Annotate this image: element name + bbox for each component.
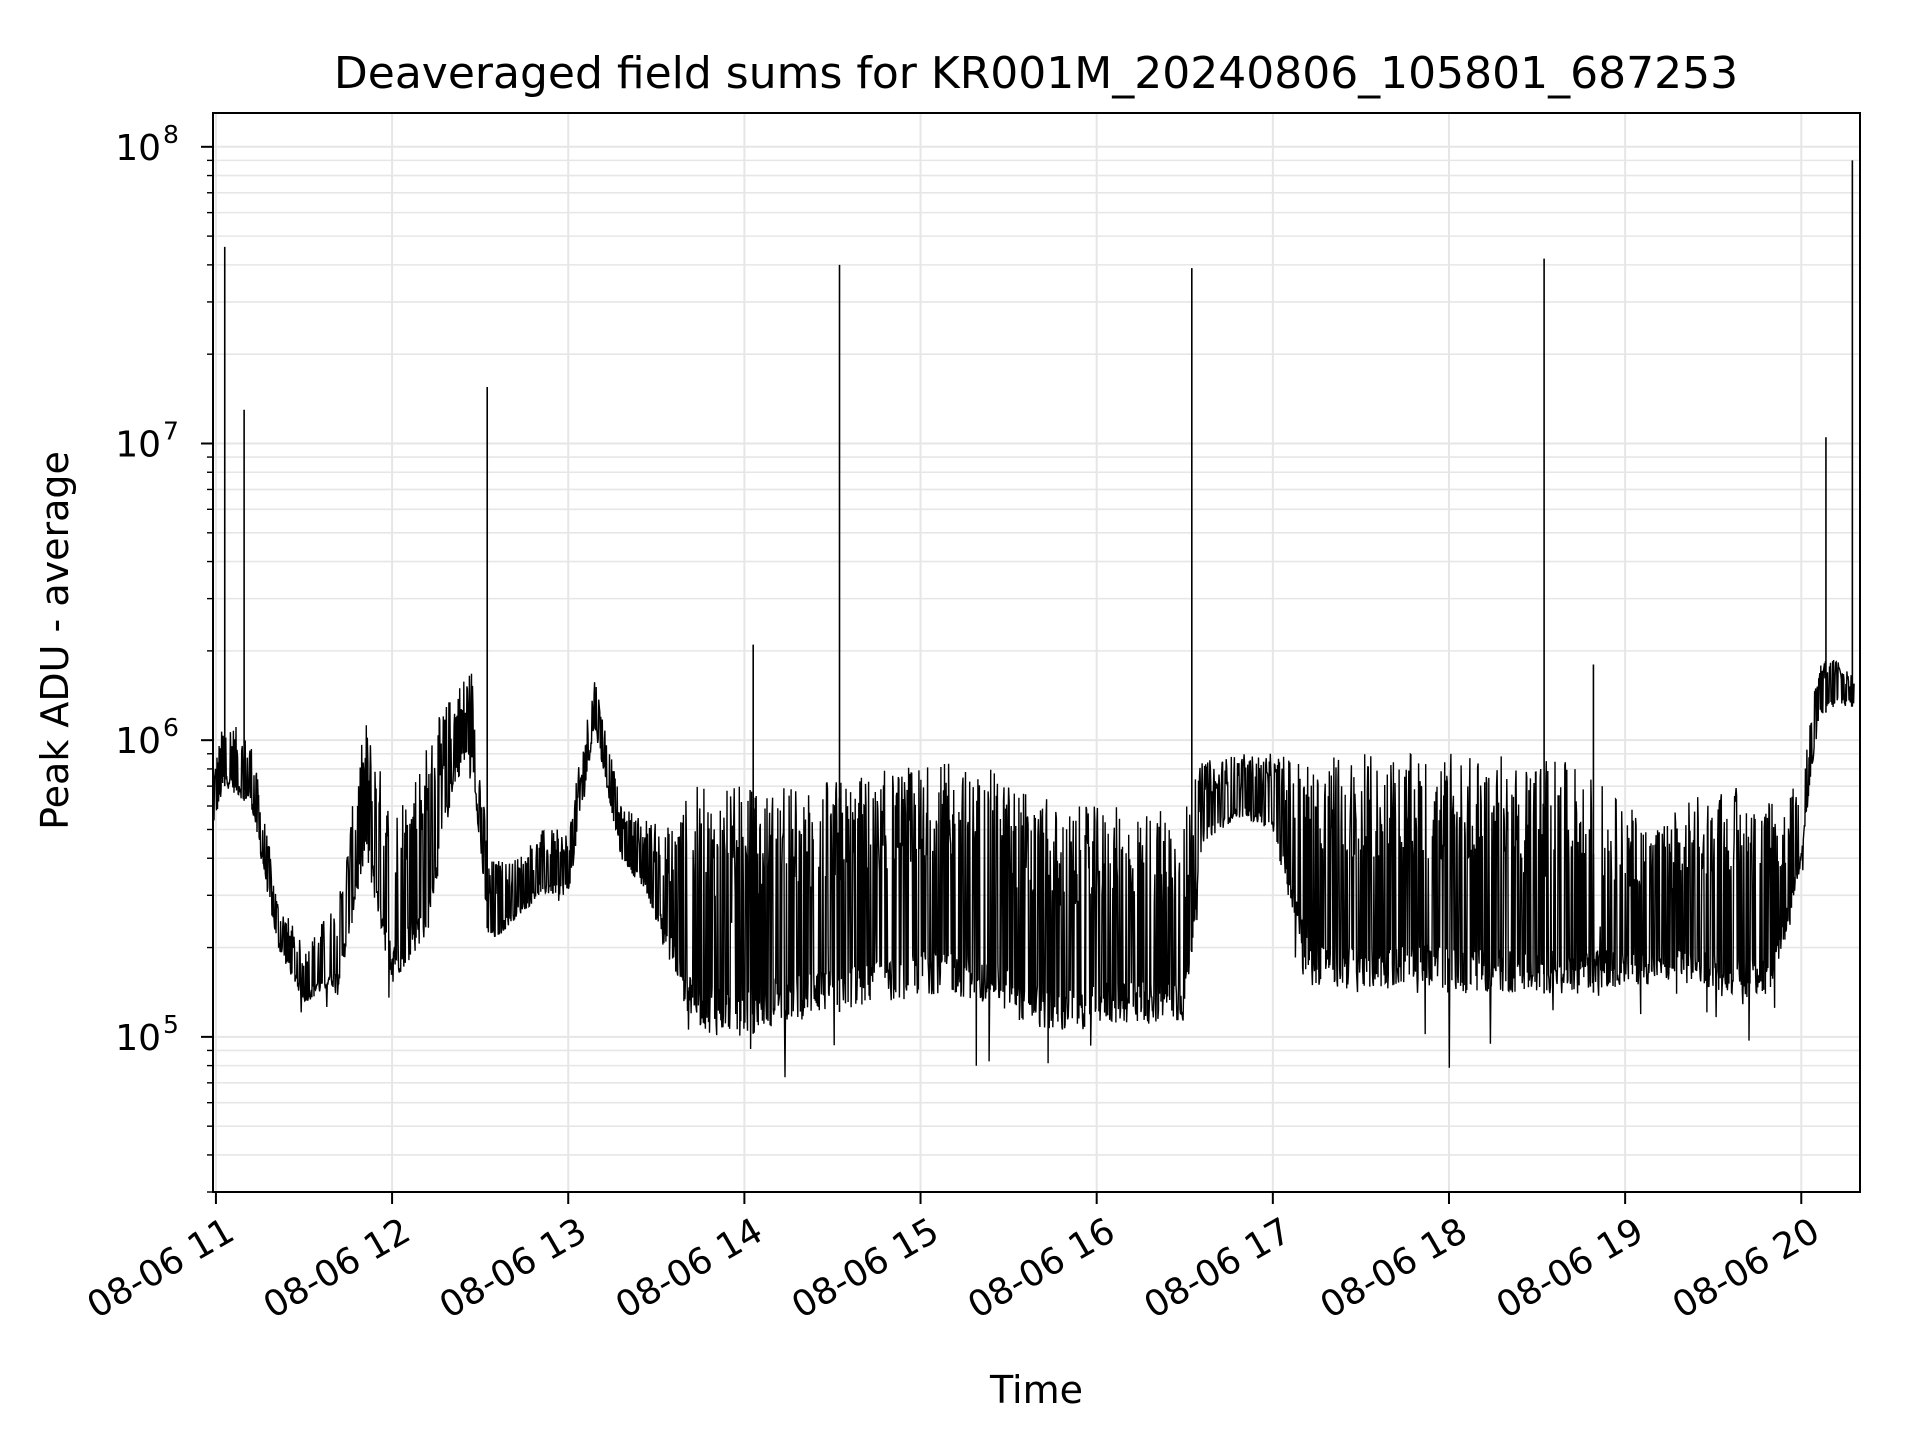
y-tick-label: 10	[115, 424, 161, 465]
series-line	[211, 659, 1855, 1078]
y-tick-exponent: 8	[163, 120, 179, 149]
y-tick-label: 10	[115, 128, 161, 169]
series-group	[211, 160, 1855, 1078]
y-tick-label: 10	[115, 721, 161, 762]
y-tick-exponent: 6	[163, 713, 179, 742]
chart-title: Deaveraged field sums for KR001M_2024080…	[334, 48, 1738, 99]
y-axis-label: Peak ADU - average	[33, 451, 77, 830]
x-axis-label: Time	[989, 1368, 1083, 1412]
plot-frame	[212, 112, 1861, 1193]
y-tick-exponent: 5	[163, 1010, 179, 1039]
y-tick-exponent: 7	[163, 416, 179, 445]
y-tick-label: 10	[115, 1018, 161, 1059]
